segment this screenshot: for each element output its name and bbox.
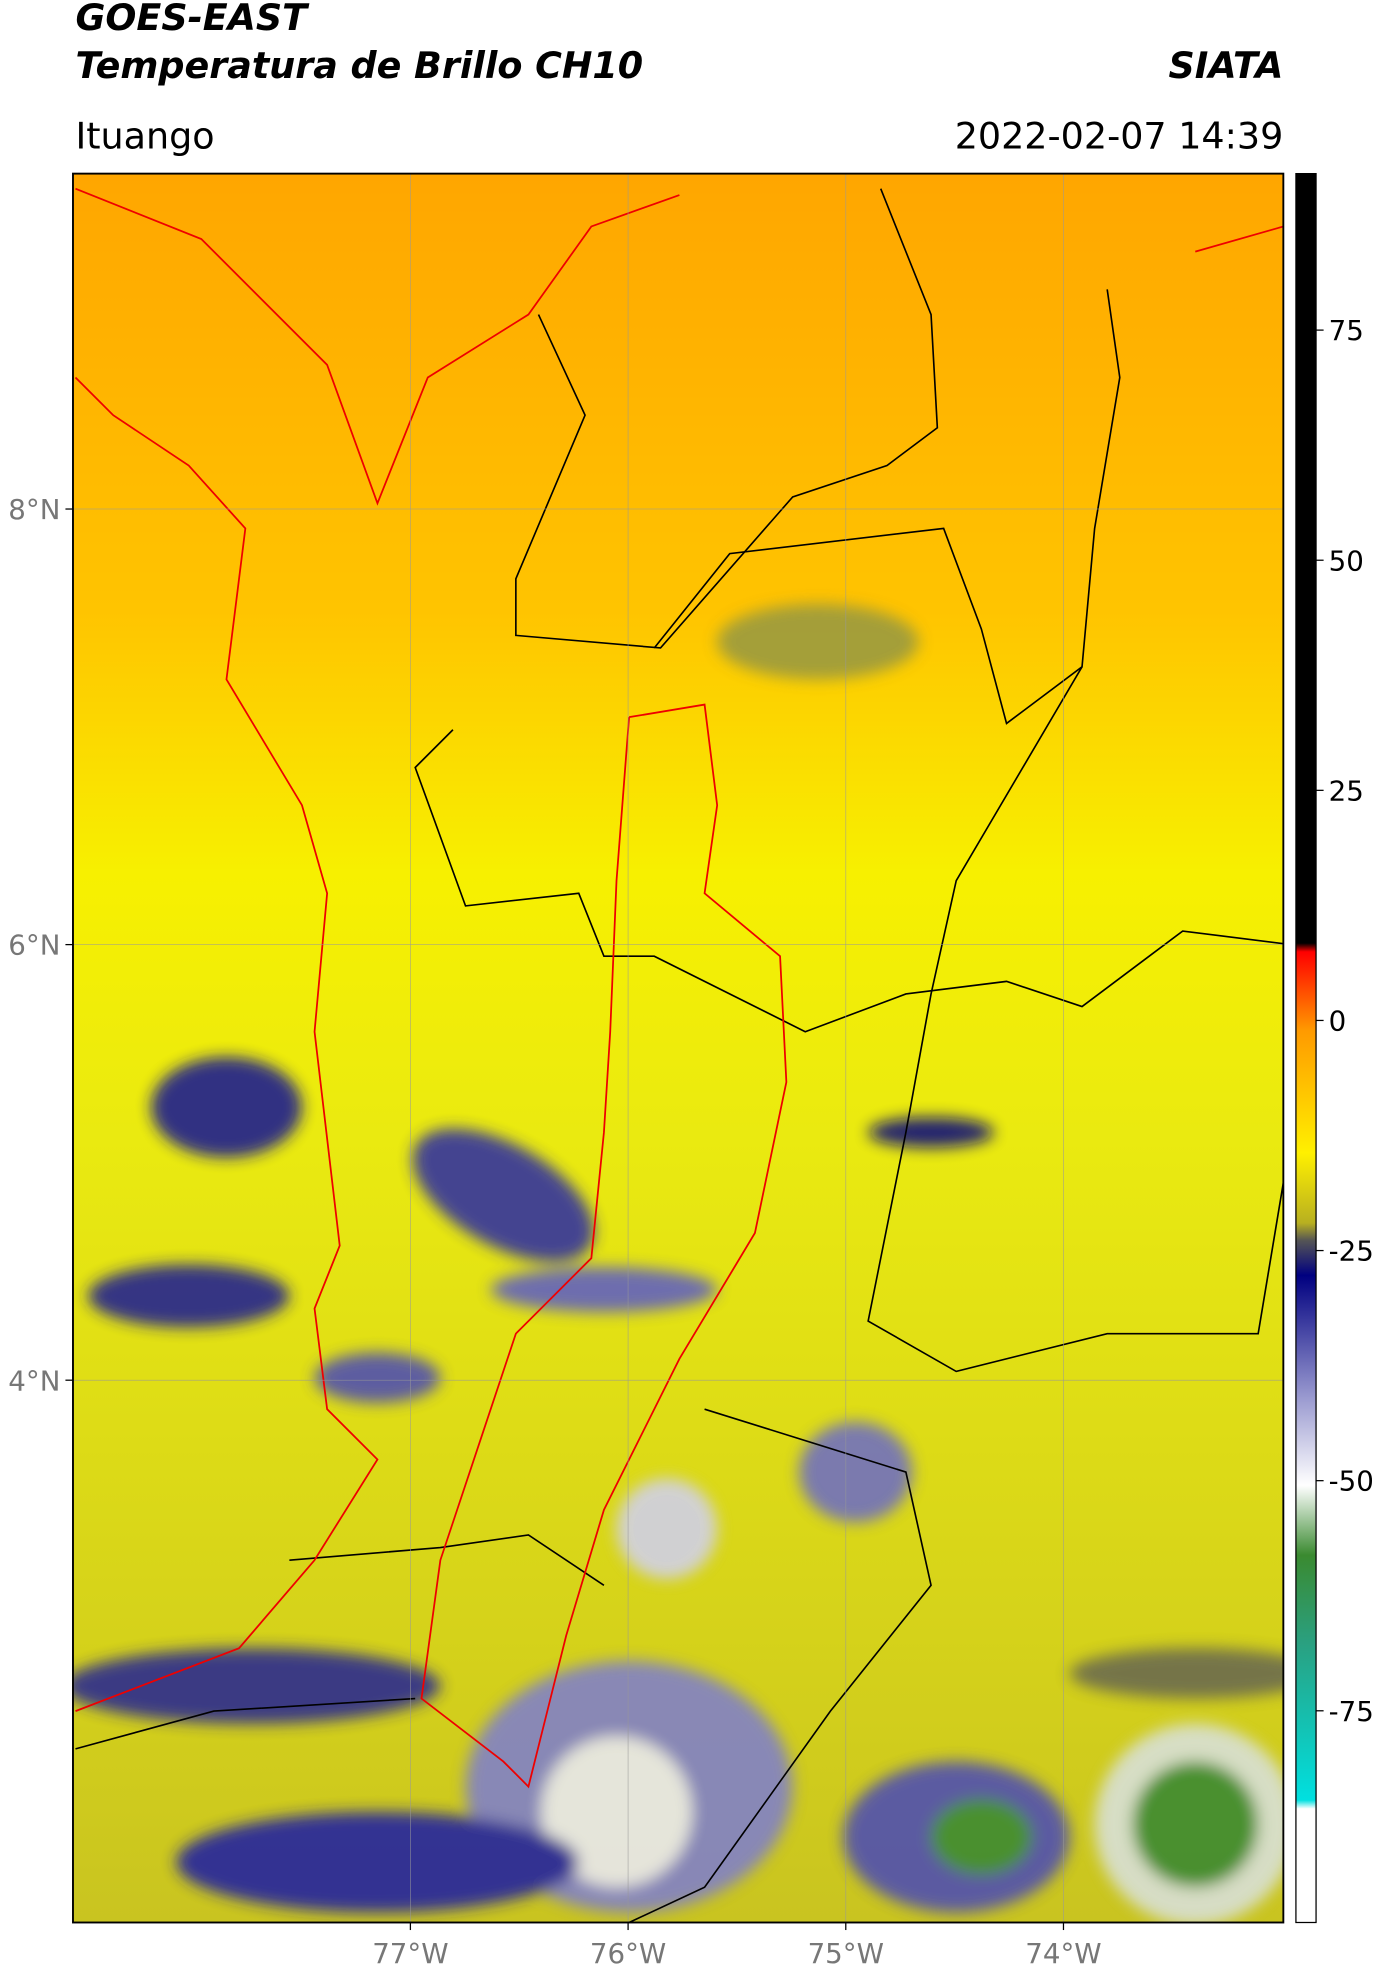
colorbar-tick-label: 0 bbox=[1329, 1005, 1347, 1038]
map-image bbox=[72, 173, 1284, 1923]
title: GOES-EAST bbox=[75, 0, 310, 39]
datetime: 2022-02-07 14:39 bbox=[955, 114, 1284, 157]
colorbar bbox=[1295, 172, 1317, 1924]
colorbar-tick-label: -75 bbox=[1329, 1695, 1374, 1728]
subtitle: Temperatura de Brillo CH10 bbox=[75, 44, 643, 87]
map-frame bbox=[72, 172, 1285, 1924]
graticule bbox=[72, 173, 1284, 1923]
lon-tick-label: 77°W bbox=[372, 1937, 448, 1970]
colorbar-tick-label: -25 bbox=[1329, 1235, 1374, 1268]
colorbar-tick-label: -50 bbox=[1329, 1465, 1374, 1498]
lon-tick-label: 75°W bbox=[808, 1937, 884, 1970]
lon-tick-label: 74°W bbox=[1025, 1937, 1101, 1970]
lat-tick-label: 4°N bbox=[8, 1364, 60, 1397]
colorbar-tick-label: 25 bbox=[1329, 774, 1364, 807]
location: Ituango bbox=[75, 114, 214, 157]
brand: SIATA bbox=[1168, 44, 1283, 87]
lon-tick-label: 76°W bbox=[590, 1937, 666, 1970]
lat-tick-label: 6°N bbox=[8, 929, 60, 962]
lat-tick-label: 8°N bbox=[8, 493, 60, 526]
colorbar-tick-label: 50 bbox=[1329, 544, 1364, 577]
colorbar-tick-label: 75 bbox=[1329, 314, 1364, 347]
